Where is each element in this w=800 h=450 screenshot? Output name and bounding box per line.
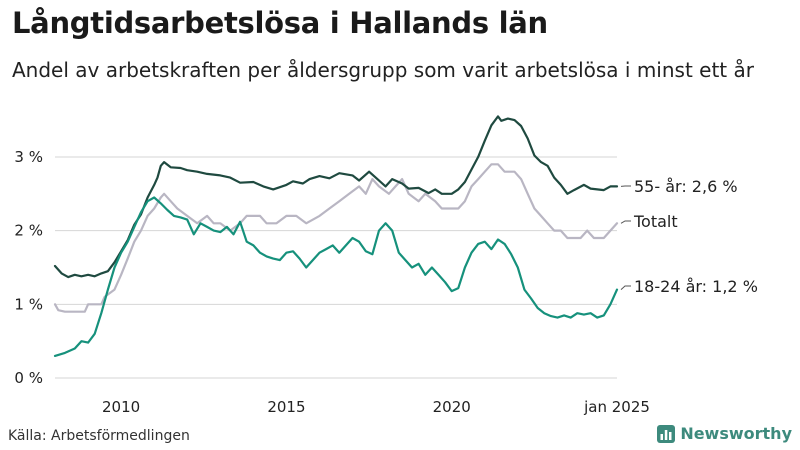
bar-chart-icon bbox=[657, 424, 676, 443]
label-leader-line bbox=[620, 285, 631, 290]
chart-subtitle: Andel av arbetskraften per åldersgrupp s… bbox=[12, 58, 754, 82]
y-tick-label: 0 % bbox=[14, 369, 43, 387]
x-tick-label: jan 2025 bbox=[583, 398, 650, 416]
x-tick-label: 2010 bbox=[102, 398, 140, 416]
brand-logo: Newsworthy bbox=[657, 424, 792, 443]
label-leader-line bbox=[620, 220, 631, 224]
y-tick-label: 3 % bbox=[14, 148, 43, 166]
y-tick-label: 2 % bbox=[14, 222, 43, 240]
chart-title: Långtidsarbetslösa i Hallands län bbox=[12, 6, 548, 40]
brand-name: Newsworthy bbox=[680, 424, 792, 443]
series-end-label: 18-24 år: 1,2 % bbox=[634, 277, 758, 296]
series-line bbox=[53, 196, 619, 357]
x-tick-label: 2020 bbox=[433, 398, 471, 416]
series-line bbox=[53, 163, 619, 313]
x-tick-label: 2015 bbox=[267, 398, 305, 416]
source-note: Källa: Arbetsförmedlingen bbox=[8, 428, 190, 444]
series-line bbox=[53, 115, 619, 279]
series-end-label: 55- år: 2,6 % bbox=[634, 177, 738, 196]
line-chart: 0 % 1 % 2 % 3 % 2010 2015 2020 jan 2025 55- år: … bbox=[14, 115, 758, 416]
y-tick-label: 1 % bbox=[14, 295, 43, 313]
series-end-label: Totalt bbox=[633, 212, 678, 231]
